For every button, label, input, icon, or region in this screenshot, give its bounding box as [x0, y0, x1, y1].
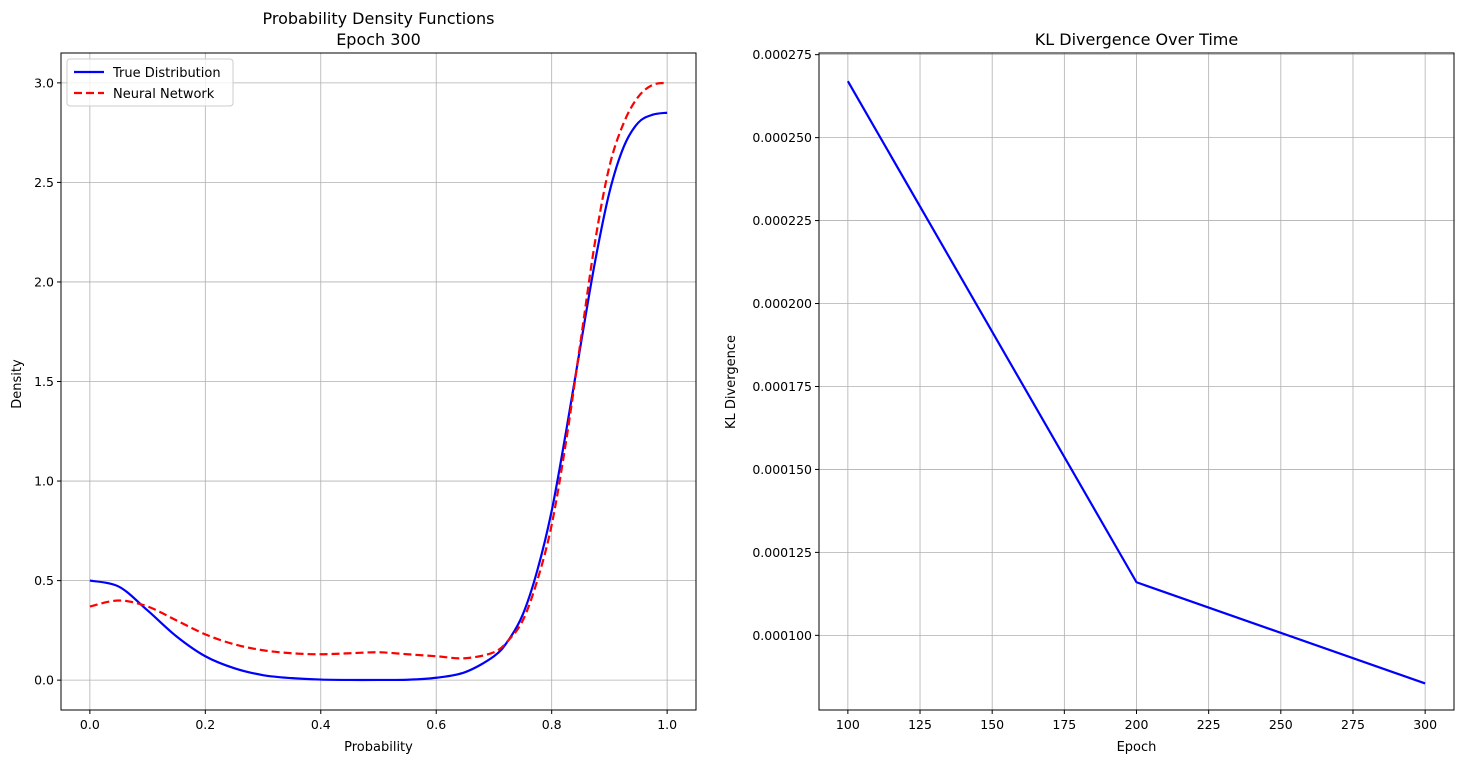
pdf-y-tick-label: 2.0	[34, 274, 54, 289]
pdf-chart: 0.0 0.2 0.4 0.6 0.8 1.0 0.0 0.5 1.0 1.5 2.0 2.5 3.0…	[10, 9, 697, 755]
kl-x-tick-label: 200	[1125, 717, 1149, 732]
pdf-x-tick-label: 1.0	[657, 717, 677, 732]
pdf-y-tick-label: 2.5	[34, 175, 54, 190]
kl-chart-title: KL Divergence Over Time	[1035, 30, 1238, 49]
kl-x-tick-label: 275	[1341, 717, 1365, 732]
kl-y-tick-label: 0.000175	[752, 379, 812, 394]
kl-chart-y-ticks: 0.000100 0.000125 0.000150 0.000175 0.000200…	[752, 47, 819, 643]
pdf-y-tick-label: 0.5	[34, 573, 54, 588]
kl-chart-y-label: KL Divergence	[724, 335, 739, 429]
pdf-y-tick-label: 1.0	[34, 474, 54, 489]
pdf-chart-grid	[61, 53, 696, 710]
kl-x-tick-label: 150	[980, 717, 1004, 732]
pdf-y-tick-label: 1.5	[34, 374, 54, 389]
kl-chart-grid	[819, 53, 1454, 710]
legend-label-neural-network: Neural Network	[113, 87, 215, 102]
kl-x-tick-label: 250	[1269, 717, 1293, 732]
kl-y-tick-label: 0.000125	[752, 545, 812, 560]
kl-y-tick-label: 0.000225	[752, 213, 812, 228]
kl-y-tick-label: 0.000200	[752, 296, 812, 311]
pdf-chart-y-label: Density	[10, 359, 25, 409]
pdf-chart-x-ticks: 0.0 0.2 0.4 0.6 0.8 1.0	[80, 710, 677, 732]
pdf-series-0-line	[89, 111, 668, 682]
pdf-x-tick-label: 0.4	[311, 717, 331, 732]
pdf-x-tick-label: 0.0	[80, 717, 100, 732]
pdf-x-tick-label: 0.8	[542, 717, 562, 732]
kl-y-tick-label: 0.000275	[752, 47, 812, 62]
pdf-chart-subtitle: Epoch 300	[336, 30, 421, 49]
kl-x-tick-label: 225	[1197, 717, 1221, 732]
pdf-chart-title: Probability Density Functions	[263, 9, 495, 28]
kl-y-tick-label: 0.000100	[752, 628, 812, 643]
legend-box	[66, 58, 234, 107]
pdf-y-tick-label: 3.0	[34, 75, 54, 90]
kl-y-tick-label: 0.000250	[752, 130, 812, 145]
kl-x-tick-label: 175	[1052, 717, 1076, 732]
kl-chart-series	[846, 80, 1426, 685]
pdf-chart-x-label: Probability	[344, 740, 413, 755]
kl-chart-x-label: Epoch	[1117, 740, 1157, 755]
kl-x-tick-label: 125	[908, 717, 932, 732]
kl-chart: 100 125 150 175 200 225 250 275 300 0.0001000.00…	[724, 30, 1455, 755]
pdf-chart-y-ticks: 0.0 0.5 1.0 1.5 2.0 2.5 3.0	[34, 75, 61, 688]
kl-y-tick-label: 0.000150	[752, 462, 812, 477]
pdf-x-tick-label: 0.2	[195, 717, 215, 732]
legend-label-true-distribution: True Distribution	[112, 66, 221, 81]
kl-series-0-line	[846, 80, 1426, 685]
kl-x-tick-label: 100	[836, 717, 860, 732]
kl-chart-x-ticks: 100 125 150 175 200 225 250 275 300	[836, 710, 1437, 732]
pdf-chart-legend: True Distribution Neural Network	[66, 58, 234, 107]
kl-x-tick-label: 300	[1413, 717, 1437, 732]
pdf-chart-series	[89, 81, 668, 682]
pdf-y-tick-label: 0.0	[34, 673, 54, 688]
pdf-series-1-line	[89, 81, 668, 660]
pdf-x-tick-label: 0.6	[426, 717, 446, 732]
